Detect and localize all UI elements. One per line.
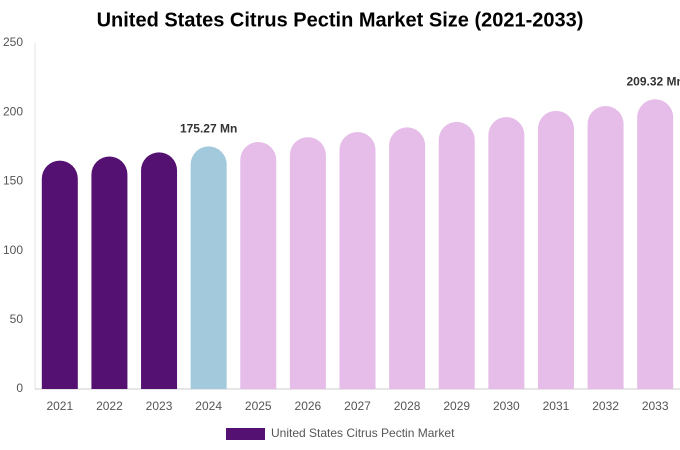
legend-label: United States Citrus Pectin Market — [271, 426, 455, 440]
bar — [190, 146, 227, 389]
x-tick-label: 2023 — [146, 399, 173, 413]
data-label: 175.27 Mn — [180, 122, 237, 136]
bar — [637, 99, 674, 389]
y-tick-label: 250 — [3, 35, 23, 49]
bar — [289, 137, 326, 389]
y-tick-label: 150 — [3, 174, 23, 188]
bar — [587, 105, 624, 390]
bar — [41, 160, 78, 389]
x-tick-label: 2032 — [592, 399, 619, 413]
data-label: 209.32 Mn — [627, 74, 680, 88]
y-tick-label: 0 — [16, 381, 23, 395]
x-tick-label: 2025 — [245, 399, 272, 413]
bar — [339, 131, 376, 389]
x-tick-label: 2030 — [493, 399, 520, 413]
y-tick-label: 100 — [3, 243, 23, 257]
x-tick-label: 2029 — [443, 399, 470, 413]
bar — [389, 127, 426, 389]
chart-title: United States Citrus Pectin Market Size … — [97, 9, 584, 31]
x-tick-label: 2024 — [195, 399, 222, 413]
bar — [488, 117, 525, 390]
y-tick-label: 50 — [10, 312, 24, 326]
x-tick-label: 2026 — [295, 399, 322, 413]
bar — [91, 156, 128, 389]
y-tick-label: 200 — [3, 104, 23, 118]
x-tick-label: 2022 — [96, 399, 123, 413]
x-tick-label: 2031 — [543, 399, 570, 413]
x-tick-label: 2033 — [642, 399, 669, 413]
bar — [141, 152, 178, 389]
x-tick-label: 2021 — [46, 399, 73, 413]
legend-swatch — [226, 428, 265, 440]
bar — [537, 110, 574, 390]
bar — [240, 141, 277, 389]
bar — [438, 121, 475, 389]
x-tick-label: 2028 — [394, 399, 421, 413]
x-tick-label: 2027 — [344, 399, 371, 413]
